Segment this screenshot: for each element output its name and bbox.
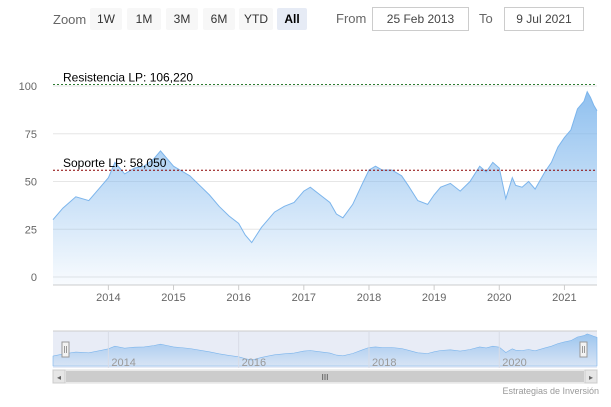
navigator-right-handle[interactable] (579, 341, 588, 358)
to-date-input[interactable]: 9 Jul 2021 (504, 7, 584, 31)
reference-line-label: Resistencia LP: 106,220 (63, 70, 193, 84)
x-tick-label: 2014 (96, 292, 120, 304)
navigator-left-handle[interactable] (61, 341, 70, 358)
from-date-input[interactable]: 25 Feb 2013 (372, 7, 469, 31)
zoom-label: Zoom (53, 12, 87, 27)
series-area (53, 91, 597, 285)
x-tick-label: 2019 (422, 292, 446, 304)
scrollbar-grip: III (322, 373, 329, 382)
zoom-all-button[interactable]: All (277, 8, 307, 30)
navigator-label: 2014 (111, 357, 135, 369)
zoom-1w-button[interactable]: 1W (90, 8, 122, 30)
navigator-label: 2018 (372, 357, 396, 369)
x-tick-label: 2016 (226, 292, 250, 304)
y-tick-label: 75 (25, 129, 37, 141)
credits: Estrategias de Inversión (502, 386, 599, 396)
from-label: From (336, 11, 367, 26)
y-tick-label: 0 (31, 272, 37, 284)
zoom-3m-button[interactable]: 3M (166, 8, 198, 30)
x-tick-label: 2020 (487, 292, 511, 304)
scrollbar-thumb[interactable] (66, 371, 584, 382)
navigator-labels: 2014 2016 2018 2020 (107, 331, 527, 369)
zoom-1m-button[interactable]: 1M (127, 8, 161, 30)
reference-line-label: Soporte LP: 58,050 (63, 156, 167, 170)
scrollbar-left-button[interactable] (52, 369, 66, 384)
price-chart: Resistencia LP: 106,220 Soporte LP: 58,05… (19, 70, 598, 384)
navigator-label: 2020 (502, 357, 526, 369)
y-tick-label: 100 (19, 81, 37, 93)
x-tick-label: 2021 (552, 292, 576, 304)
scroll-left-arrow-icon: ◂ (57, 373, 61, 382)
scrollbar-right-button[interactable] (584, 369, 598, 384)
series-line (52, 90, 598, 244)
navigator-label: 2016 (242, 357, 266, 369)
y-tick-label: 50 (25, 177, 37, 189)
range-selector: Zoom 1W 1M 3M 6M YTD All From 25 Feb 201… (0, 0, 611, 40)
zoom-6m-button[interactable]: 6M (203, 8, 235, 30)
zoom-ytd-button[interactable]: YTD (239, 8, 273, 30)
scroll-right-arrow-icon: ▸ (589, 373, 593, 382)
x-tick-label: 2015 (161, 292, 185, 304)
x-tick-label: 2018 (357, 292, 381, 304)
x-tick-label: 2017 (292, 292, 316, 304)
x-axis-labels: 2014 2015 2016 2017 2018 2019 2020 2021 (96, 285, 577, 304)
to-label: To (479, 11, 493, 26)
reference-lines: Resistencia LP: 106,220 Soporte LP: 58,05… (53, 70, 597, 171)
y-tick-label: 25 (25, 224, 37, 236)
y-axis-labels: 0 25 50 75 100 (19, 81, 37, 284)
